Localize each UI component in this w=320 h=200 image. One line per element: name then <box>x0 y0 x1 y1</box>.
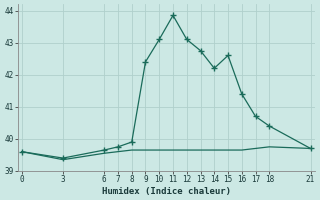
X-axis label: Humidex (Indice chaleur): Humidex (Indice chaleur) <box>102 187 231 196</box>
